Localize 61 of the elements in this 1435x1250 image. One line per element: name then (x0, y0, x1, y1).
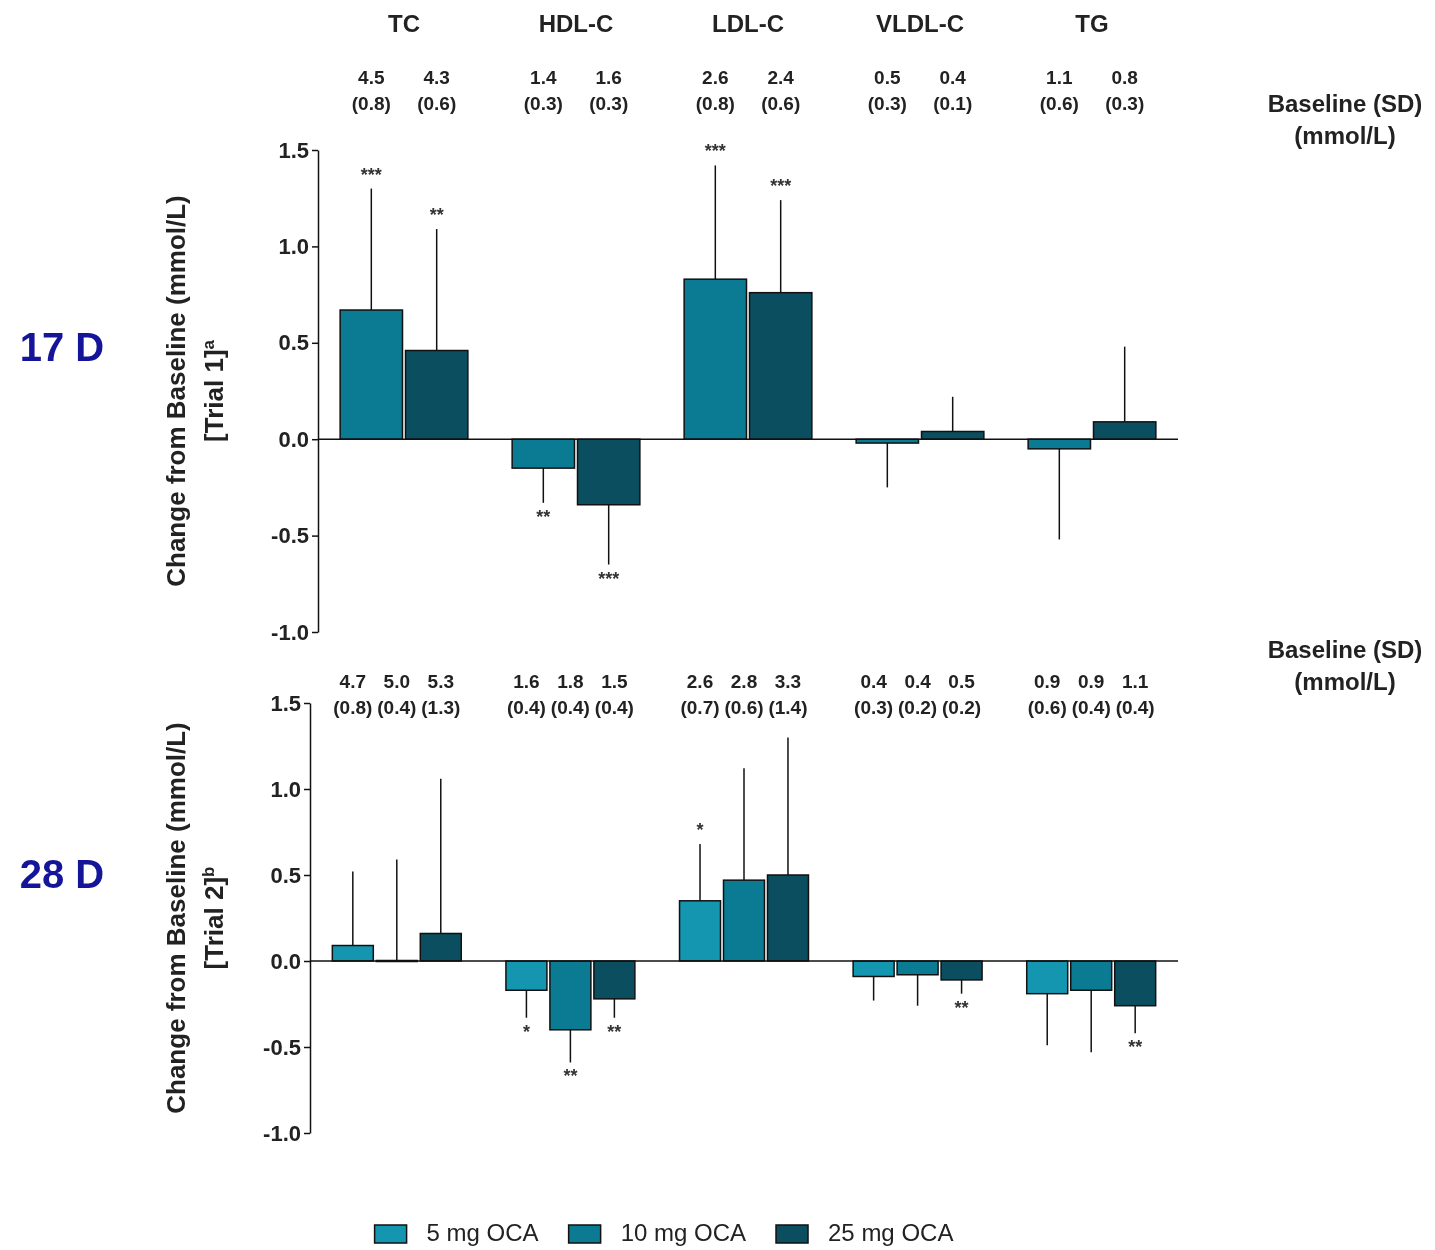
text: Baseline (SD) (mmol/L) (1267, 90, 1423, 150)
annotation: 1.6 (0.4) (506, 671, 546, 718)
x-tick-label: LDL-C (712, 10, 784, 37)
annotation: 5.3 (1.3) (421, 671, 461, 718)
annotation: *** (770, 176, 792, 197)
text: 1.4 (0.3) (523, 67, 563, 114)
annotation: 0.4 (0.3) (854, 671, 894, 718)
y-tick-label: 0.5 (270, 862, 301, 888)
annotation: ** (536, 506, 551, 527)
annotation: ** (607, 1021, 622, 1042)
annotation: *** (360, 164, 382, 185)
annotation: ** (954, 997, 969, 1018)
y-tick-label: 1.5 (278, 137, 309, 163)
annotation: 0.9 (0.4) (1071, 671, 1111, 718)
y-tick-label: -1.0 (271, 619, 309, 645)
y-tick-label: -0.5 (271, 523, 309, 549)
legend-label: 5 mg OCA (426, 1219, 539, 1246)
x-tick-label: TC (388, 10, 420, 37)
text: 2.4 (0.6) (761, 67, 801, 114)
text: 0.4 (0.1) (933, 67, 973, 114)
y-tick-label: 0.0 (278, 426, 309, 452)
annotation: 2.8 (0.6) (724, 671, 764, 718)
x-tick-label: HDL-C (538, 10, 614, 37)
x-tick-label: VLDL-C (876, 10, 964, 37)
legend-label: 25 mg OCA (828, 1219, 954, 1246)
x-tick-label: TG (1075, 10, 1109, 37)
y-tick-label: -0.5 (263, 1034, 301, 1060)
annotation: 0.9 (0.6) (1027, 671, 1067, 718)
annotation: * (522, 1021, 530, 1042)
annotation: *** (598, 568, 620, 589)
text: 1.6 (0.3) (589, 67, 629, 114)
annotation: 0.5 (0.2) (942, 671, 982, 718)
annotation: * (696, 820, 704, 841)
annotation: ** (563, 1066, 578, 1087)
annotation: 1.1 (0.4) (1115, 671, 1155, 718)
annotation: 5.0 (0.4) (377, 671, 417, 718)
annotation: 1.5 (0.4) (594, 671, 634, 718)
y-tick-label: 1.0 (270, 776, 301, 802)
annotation: ** (1128, 1037, 1143, 1058)
annotation: 1.8 (0.4) (550, 671, 590, 718)
y-tick-label: 0.5 (278, 330, 309, 356)
y-tick-label: 0.0 (270, 948, 301, 974)
y-tick-label: 1.5 (270, 690, 301, 716)
annotation: 4.7 (0.8) (333, 671, 373, 718)
annotation: 0.4 (0.2) (898, 671, 938, 718)
annotation: *** (704, 141, 726, 162)
text: 4.3 (0.6) (417, 67, 457, 114)
annotation: 2.6 (0.7) (680, 671, 720, 718)
y-tick-label: 1.0 (278, 233, 309, 259)
text: 2.6 (0.8) (695, 67, 735, 114)
annotation: 3.3 (1.4) (768, 671, 808, 718)
text: 28 D (19, 852, 105, 896)
text: Baseline (SD) (mmol/L) (1267, 636, 1423, 696)
text: 4.5 (0.8) (351, 67, 391, 114)
legend-label: 10 mg OCA (620, 1219, 747, 1246)
text: 0.5 (0.3) (867, 67, 907, 114)
annotation: ** (429, 205, 444, 226)
text: 1.1 (0.6) (1039, 67, 1079, 114)
text: 0.8 (0.3) (1105, 67, 1145, 114)
y-tick-label: -1.0 (263, 1120, 301, 1146)
text: 17 D (19, 325, 105, 369)
